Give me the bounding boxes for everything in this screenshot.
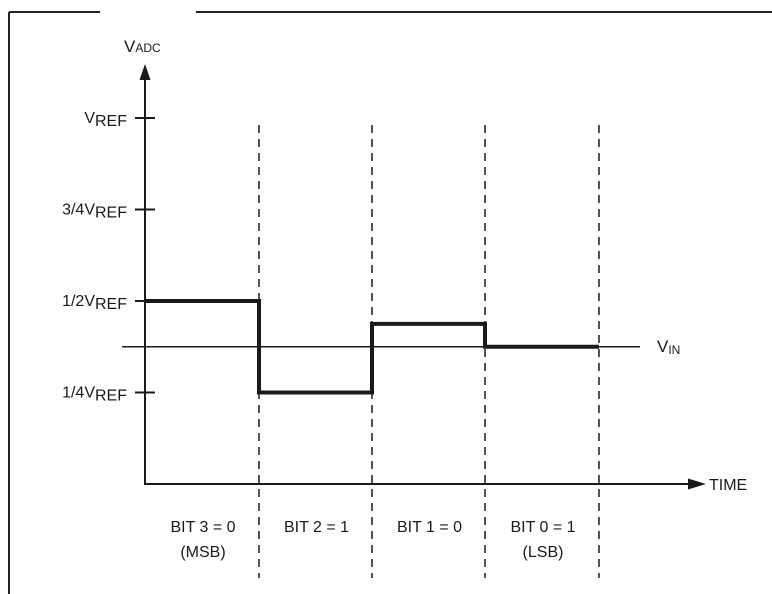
y-tick-label-sub: REF	[95, 388, 127, 405]
vin-label-main: V	[657, 337, 669, 356]
vin-label: VIN	[657, 337, 680, 357]
vin-label-sub: IN	[668, 343, 680, 357]
bit-label: BIT 2 = 1	[284, 519, 349, 536]
y-tick-label-sub: REF	[95, 296, 127, 313]
y-axis-title: VADC	[124, 37, 161, 56]
bit-label: BIT 0 = 1	[510, 519, 575, 536]
y-tick-label-sub: REF	[95, 205, 127, 222]
x-axis-title: TIME	[709, 477, 747, 494]
y-tick-label: VREF	[84, 110, 127, 130]
bit-label-sub: (MSB)	[180, 544, 225, 561]
bit-label-sub: (LSB)	[523, 544, 564, 561]
y-axis-title-sub: ADC	[135, 41, 161, 55]
y-axis-title-main: V	[124, 37, 136, 56]
y-tick-label-main: 3/4V	[62, 202, 95, 219]
y-tick-label-sub: REF	[95, 113, 127, 130]
dac-step-waveform	[145, 299, 599, 395]
y-tick-label: 1/2VREF	[62, 293, 127, 313]
bit-separators	[258, 125, 600, 578]
y-tick-label-main: 1/2V	[62, 293, 95, 310]
y-tick-label-main: 1/4V	[62, 385, 95, 402]
y-axis-arrow-icon	[139, 64, 151, 80]
y-tick-label: 3/4VREF	[62, 202, 127, 222]
y-tick-label-main: V	[84, 110, 95, 127]
bit-labels: BIT 3 = 0 (MSB) BIT 2 = 1 BIT 1 = 0 BIT 0 = …	[170, 519, 575, 561]
bit-label: BIT 3 = 0	[170, 519, 235, 536]
y-tick-label: 1/4VREF	[62, 385, 127, 405]
x-axis-arrow-icon	[688, 478, 706, 490]
bit-label: BIT 1 = 0	[397, 519, 462, 536]
